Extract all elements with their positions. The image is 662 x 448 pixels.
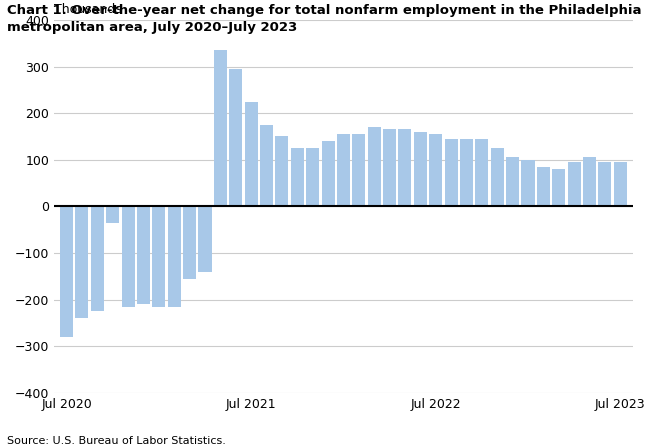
Bar (199, 207, 212, 271)
Bar (367, 127, 381, 207)
Bar (352, 134, 365, 207)
Bar (491, 148, 504, 207)
Bar (506, 157, 519, 207)
Bar (567, 162, 581, 207)
Text: Source: U.S. Bureau of Labor Statistics.: Source: U.S. Bureau of Labor Statistics. (7, 436, 226, 446)
Bar (106, 207, 119, 223)
Bar (229, 69, 242, 207)
Bar (244, 102, 258, 207)
Bar (537, 167, 550, 207)
Bar (598, 162, 612, 207)
Text: Chart 1. Over-the-year net change for total nonfarm employment in the Philadelph: Chart 1. Over-the-year net change for to… (7, 4, 641, 34)
Bar (122, 207, 134, 306)
Bar (445, 139, 457, 207)
Bar (522, 160, 534, 207)
Bar (460, 139, 473, 207)
Bar (322, 141, 334, 207)
Bar (75, 207, 89, 318)
Bar (275, 137, 289, 207)
Bar (552, 169, 565, 207)
Bar (399, 129, 412, 207)
Bar (291, 148, 304, 207)
Bar (183, 207, 196, 279)
Bar (614, 162, 627, 207)
Bar (583, 157, 596, 207)
Bar (337, 134, 350, 207)
Bar (306, 148, 319, 207)
Bar (383, 129, 396, 207)
Bar (137, 207, 150, 304)
Text: Thousands: Thousands (54, 3, 122, 16)
Bar (429, 134, 442, 207)
Bar (475, 139, 489, 207)
Bar (414, 132, 427, 207)
Bar (60, 207, 73, 337)
Bar (91, 207, 104, 311)
Bar (152, 207, 166, 306)
Bar (167, 207, 181, 306)
Bar (260, 125, 273, 207)
Bar (214, 50, 227, 207)
